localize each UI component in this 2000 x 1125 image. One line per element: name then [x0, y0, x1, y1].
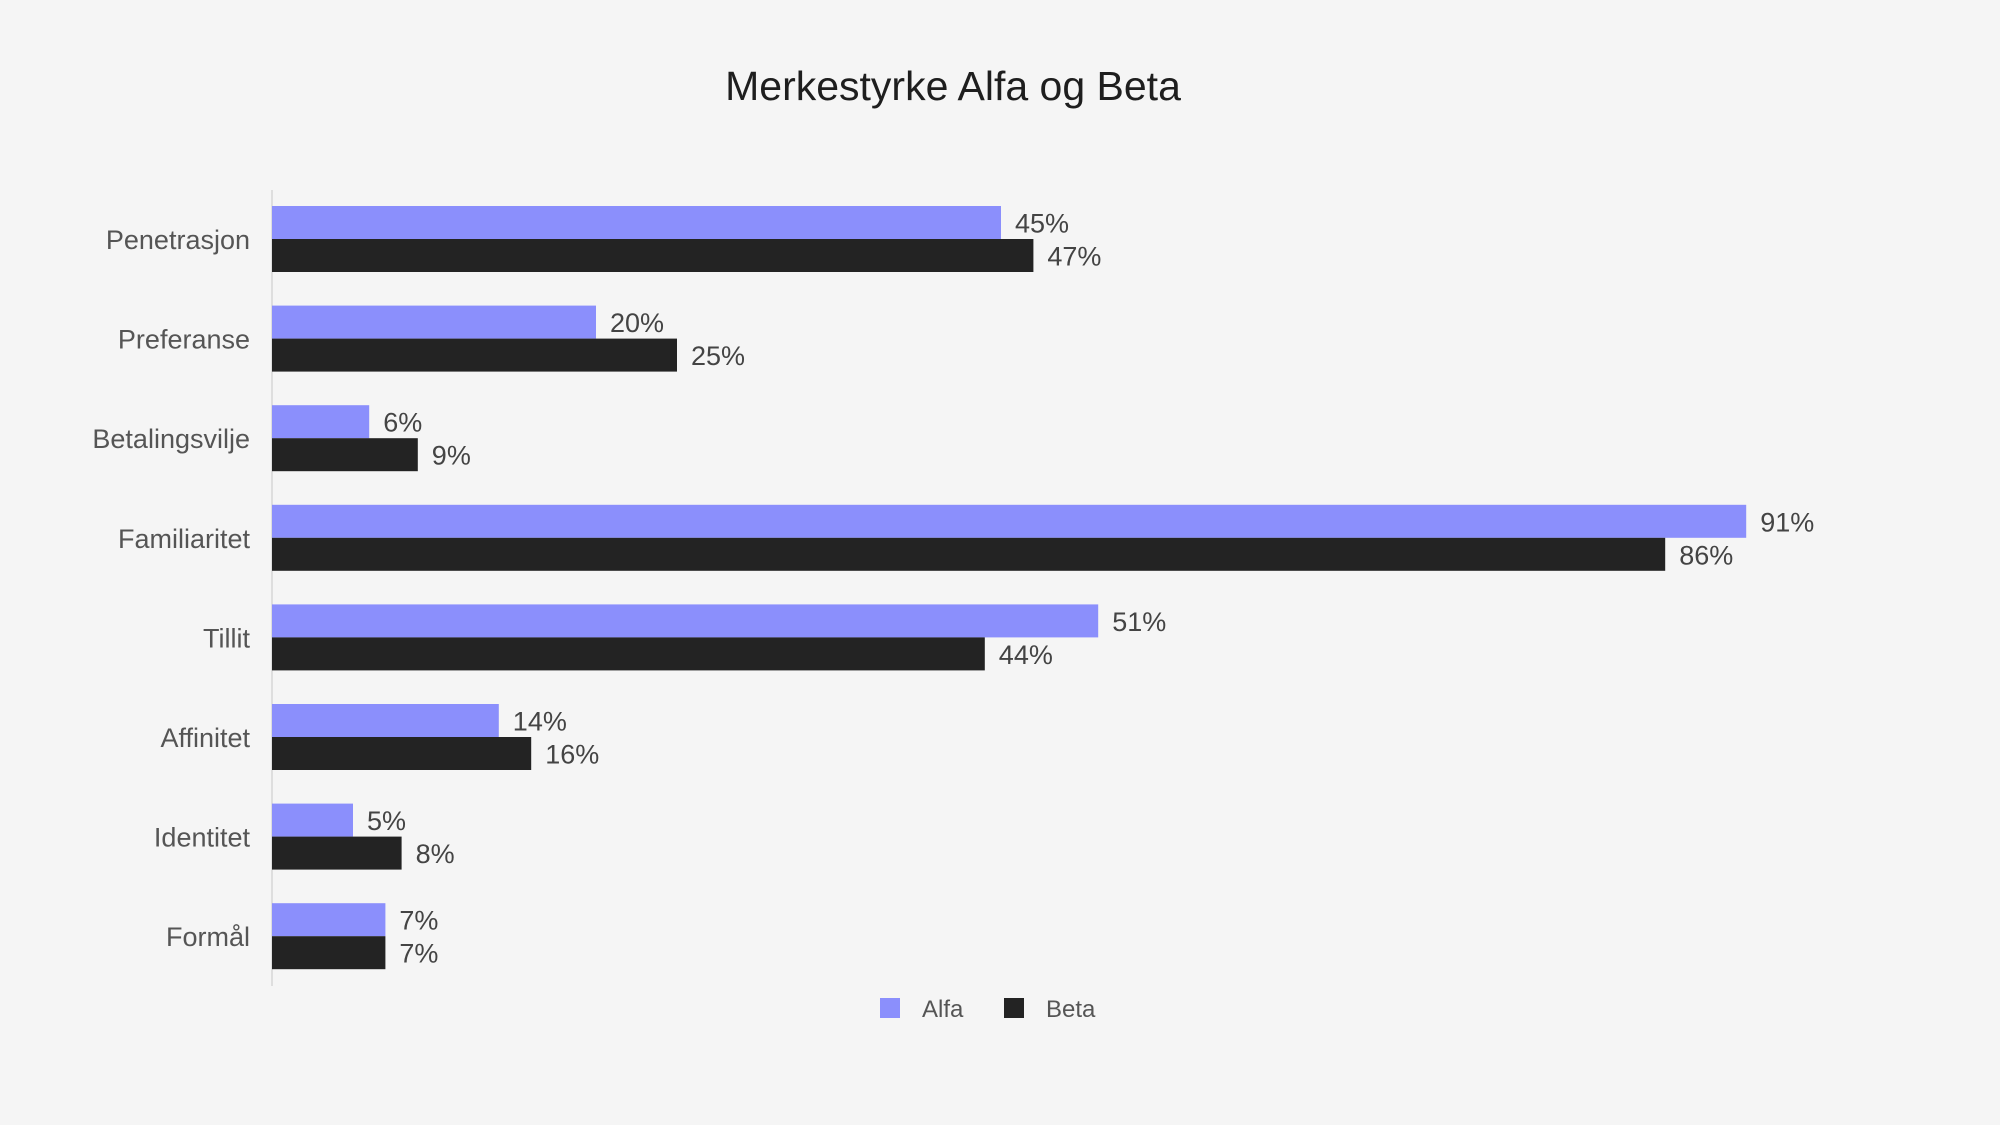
bar-alfa — [272, 804, 353, 837]
category-label: Preferanse — [118, 325, 250, 355]
data-label: 91% — [1760, 507, 1814, 537]
bar-alfa — [272, 206, 1001, 239]
data-label: 7% — [399, 939, 438, 969]
category-label: Affinitet — [160, 723, 250, 753]
bar-beta — [272, 438, 418, 471]
data-label: 14% — [513, 707, 567, 737]
bar-alfa — [272, 405, 369, 438]
bar-alfa — [272, 903, 385, 936]
category-label: Tillit — [203, 623, 250, 653]
data-label: 6% — [383, 408, 422, 438]
bar-beta — [272, 837, 402, 870]
data-label: 25% — [691, 341, 745, 371]
data-label: 51% — [1112, 607, 1166, 637]
bar-beta — [272, 637, 985, 670]
data-label: 5% — [367, 806, 406, 836]
bar-beta — [272, 936, 385, 969]
data-label: 9% — [432, 441, 471, 471]
category-label: Identitet — [154, 823, 251, 853]
data-label: 45% — [1015, 209, 1069, 239]
data-label: 86% — [1679, 540, 1733, 570]
legend-label-alfa: Alfa — [922, 996, 964, 1023]
legend: Alfa Beta — [880, 996, 1096, 1023]
bar-alfa — [272, 704, 499, 737]
category-label: Penetrasjon — [106, 225, 250, 255]
bar-beta — [272, 538, 1665, 571]
chart-title: Merkestyrke Alfa og Beta — [725, 63, 1181, 109]
data-label: 7% — [399, 906, 438, 936]
data-label: 47% — [1047, 242, 1101, 272]
data-label: 16% — [545, 740, 599, 770]
legend-label-beta: Beta — [1046, 996, 1096, 1023]
bar-group: Penetrasjon 45%47% Preferanse 20% 25% Betalin… — [92, 206, 1814, 969]
data-label: 8% — [416, 839, 455, 869]
bar-alfa — [272, 306, 596, 339]
category-label: Betalingsvilje — [92, 424, 250, 454]
category-label: Formål — [166, 922, 250, 952]
legend-swatch-beta — [1004, 998, 1024, 1018]
bar-beta — [272, 339, 677, 372]
data-label: 20% — [610, 308, 664, 338]
legend-swatch-alfa — [880, 998, 900, 1018]
category-label: Familiaritet — [118, 524, 251, 554]
data-label: 44% — [999, 640, 1053, 670]
bar-beta — [272, 239, 1033, 272]
bar-alfa — [272, 505, 1746, 538]
bar-beta — [272, 737, 531, 770]
bar-alfa — [272, 604, 1098, 637]
